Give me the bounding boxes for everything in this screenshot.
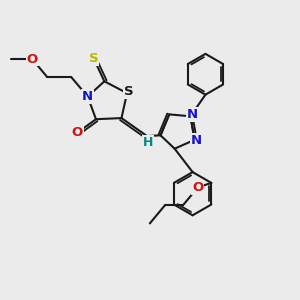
Text: N: N bbox=[186, 108, 197, 121]
Text: N: N bbox=[82, 90, 93, 103]
Text: H: H bbox=[142, 136, 153, 149]
Text: S: S bbox=[124, 85, 133, 98]
Text: O: O bbox=[72, 126, 83, 139]
Text: S: S bbox=[89, 52, 99, 65]
Text: O: O bbox=[27, 52, 38, 66]
Text: N: N bbox=[190, 134, 202, 147]
Text: O: O bbox=[192, 181, 203, 194]
